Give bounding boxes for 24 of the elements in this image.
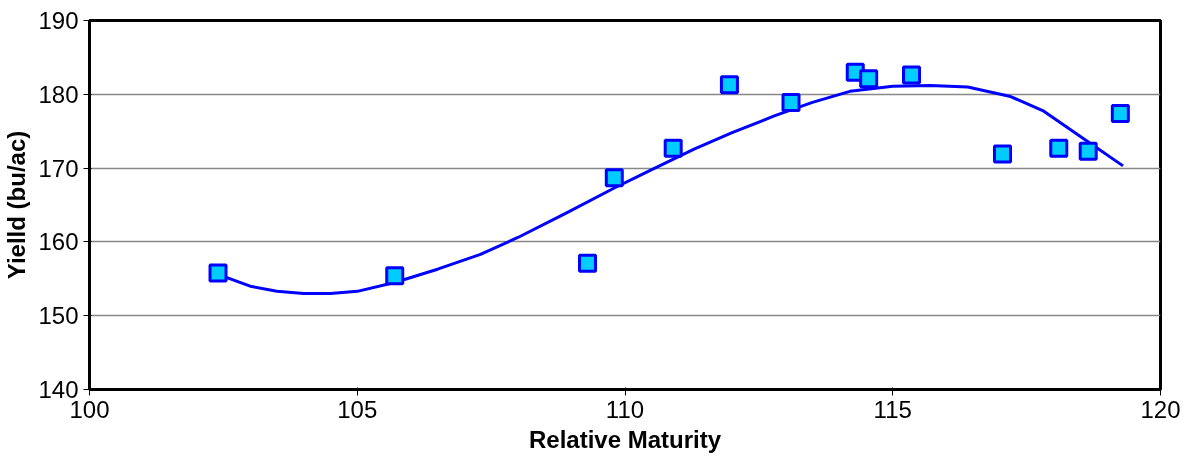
point xyxy=(993,144,1013,164)
y-tick-label: 170 xyxy=(38,154,79,182)
x-axis-title: Relative Maturity xyxy=(528,425,722,453)
x-tick-label: 105 xyxy=(337,395,378,423)
y-tick-label: 160 xyxy=(38,228,79,256)
point xyxy=(385,266,405,286)
point xyxy=(663,138,683,158)
point xyxy=(1049,138,1069,158)
point xyxy=(1110,103,1130,123)
point xyxy=(719,75,739,95)
point xyxy=(578,253,598,273)
point xyxy=(781,92,801,112)
point xyxy=(1078,141,1098,161)
point xyxy=(208,263,228,283)
y-tick-label: 150 xyxy=(38,302,79,330)
point xyxy=(901,65,921,85)
y-axis-title: Yielld (bu/ac) xyxy=(3,130,31,280)
point xyxy=(604,168,624,188)
x-tick-label: 115 xyxy=(873,395,912,423)
x-tick-label: 110 xyxy=(605,395,645,423)
y-tick-label: 190 xyxy=(38,7,79,34)
point xyxy=(859,69,879,89)
x-tick-label: 120 xyxy=(1140,395,1181,423)
y-tick-label: 180 xyxy=(38,80,79,108)
